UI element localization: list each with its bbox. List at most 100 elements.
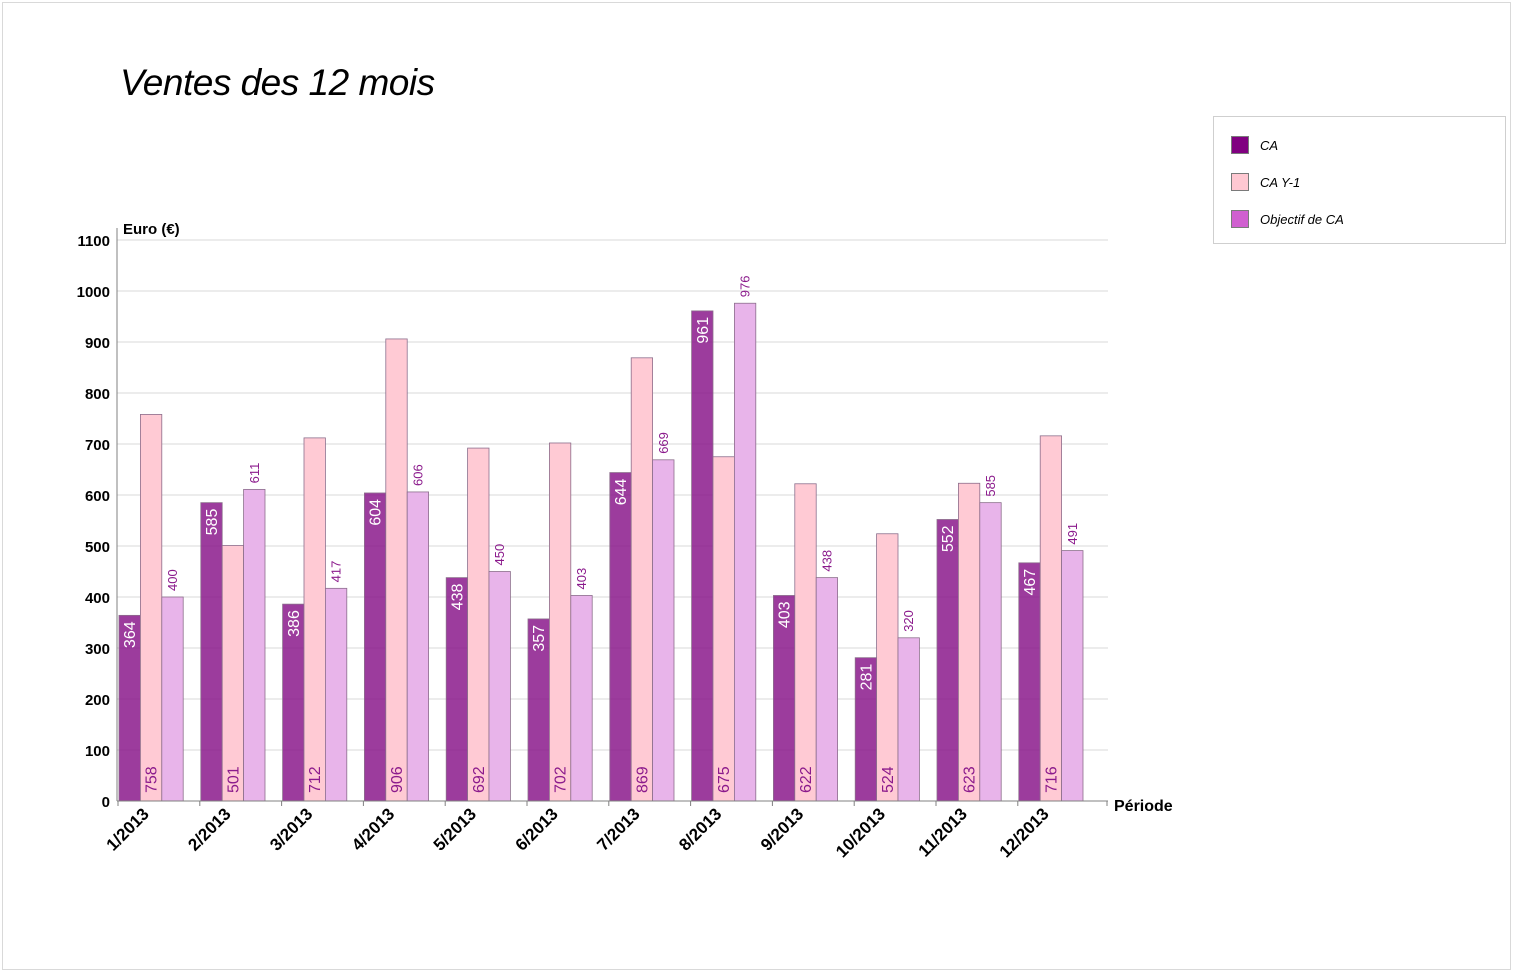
y-tick-label: 300: [85, 641, 110, 658]
data-label: 320: [901, 610, 916, 632]
y-axis-title: Euro (€): [123, 221, 180, 238]
data-label: 606: [410, 464, 425, 486]
x-tick-label: 1/2013: [103, 804, 153, 854]
x-tick-label: 8/2013: [675, 804, 725, 854]
bar: [794, 483, 817, 802]
data-label: 491: [1065, 523, 1080, 545]
legend-item-ca: CA: [1231, 135, 1278, 155]
data-label: 716: [1043, 766, 1060, 793]
data-label: 622: [798, 766, 815, 793]
bar: [570, 595, 593, 802]
bar: [488, 571, 511, 802]
legend: CA CA Y-1 Objectif de CA: [1213, 116, 1506, 244]
bars: [118, 302, 1084, 802]
bar: [406, 491, 430, 802]
legend-label-objectif: Objectif de CA: [1260, 211, 1344, 227]
data-label: 400: [165, 569, 180, 591]
bar: [303, 437, 326, 802]
bar: [1018, 562, 1041, 802]
legend-swatch-ca-y-1: [1231, 173, 1249, 191]
bar: [1039, 435, 1062, 802]
data-label: 386: [286, 610, 303, 637]
y-tick-label: 0: [102, 794, 110, 811]
bar: [734, 302, 757, 802]
data-label: 906: [389, 766, 406, 793]
chart-title: Ventes des 12 mois: [120, 62, 435, 103]
data-label: 712: [307, 766, 324, 793]
data-label: 585: [204, 509, 221, 536]
data-label: 611: [247, 463, 262, 484]
data-label: 364: [122, 621, 139, 648]
axes: [116, 228, 1108, 806]
x-tick-label: 2/2013: [184, 804, 234, 854]
bar: [815, 577, 839, 802]
bar: [467, 447, 490, 802]
y-tick-label: 1000: [77, 284, 110, 301]
bar: [385, 338, 408, 802]
x-axis-title: Période: [1114, 798, 1173, 815]
x-tick-label: 9/2013: [757, 804, 807, 854]
data-label: 675: [716, 766, 733, 793]
legend-item-ca-y-1: CA Y-1: [1231, 172, 1300, 192]
x-tick-label: 10/2013: [832, 804, 889, 861]
data-label: 692: [471, 766, 488, 793]
data-label: 501: [225, 766, 242, 793]
legend-swatch-objectif: [1231, 210, 1249, 228]
y-tick-label: 600: [85, 488, 110, 505]
bar: [324, 587, 348, 802]
y-tick-label: 1100: [77, 233, 110, 250]
x-tick-label: 6/2013: [512, 804, 562, 854]
y-tick-label: 900: [85, 335, 110, 352]
data-label: 976: [738, 276, 753, 298]
bar: [979, 502, 1002, 802]
data-label: 450: [492, 544, 507, 566]
data-label: 552: [940, 525, 957, 552]
data-label: 644: [613, 478, 630, 505]
x-tick-label: 4/2013: [348, 804, 398, 854]
data-label: 869: [634, 766, 651, 793]
bar: [161, 596, 184, 802]
y-tick-label: 400: [85, 590, 110, 607]
data-label: 669: [656, 432, 671, 454]
data-label: 438: [819, 550, 834, 572]
bar: [876, 533, 899, 802]
bar: [549, 442, 572, 802]
bar: [221, 545, 244, 802]
bar: [363, 492, 387, 802]
y-tick-label: 800: [85, 386, 110, 403]
data-label: 357: [531, 625, 548, 652]
data-label: 702: [553, 766, 570, 793]
x-tick-label: 7/2013: [593, 804, 643, 854]
data-label: 604: [368, 499, 385, 526]
data-label: 623: [962, 766, 979, 793]
data-label: 585: [983, 475, 998, 497]
y-tick-label: 200: [85, 692, 110, 709]
data-label: 403: [574, 568, 589, 590]
data-label: 403: [777, 601, 794, 628]
bar: [243, 488, 266, 802]
y-tick-label: 500: [85, 539, 110, 556]
bar: [1061, 550, 1084, 802]
legend-label-ca-y-1: CA Y-1: [1260, 174, 1301, 190]
data-label: 438: [449, 584, 466, 611]
bar: [691, 310, 714, 802]
y-tick-label: 700: [85, 437, 110, 454]
data-label: 961: [695, 317, 712, 344]
bar: [897, 637, 920, 802]
data-label: 417: [329, 561, 344, 583]
data-label: 281: [858, 664, 875, 691]
data-label: 524: [880, 766, 897, 793]
bar: [630, 357, 654, 802]
bar: [712, 456, 735, 802]
bar: [936, 519, 959, 802]
x-tick-label: 5/2013: [430, 804, 480, 854]
x-tick-label: 11/2013: [915, 804, 971, 860]
bar: [609, 472, 632, 802]
bar: [958, 482, 981, 802]
bar: [139, 414, 163, 802]
data-label: 758: [144, 766, 161, 793]
data-label: 467: [1022, 569, 1039, 596]
x-tick-label: 12/2013: [996, 804, 1053, 861]
bar: [652, 459, 675, 802]
